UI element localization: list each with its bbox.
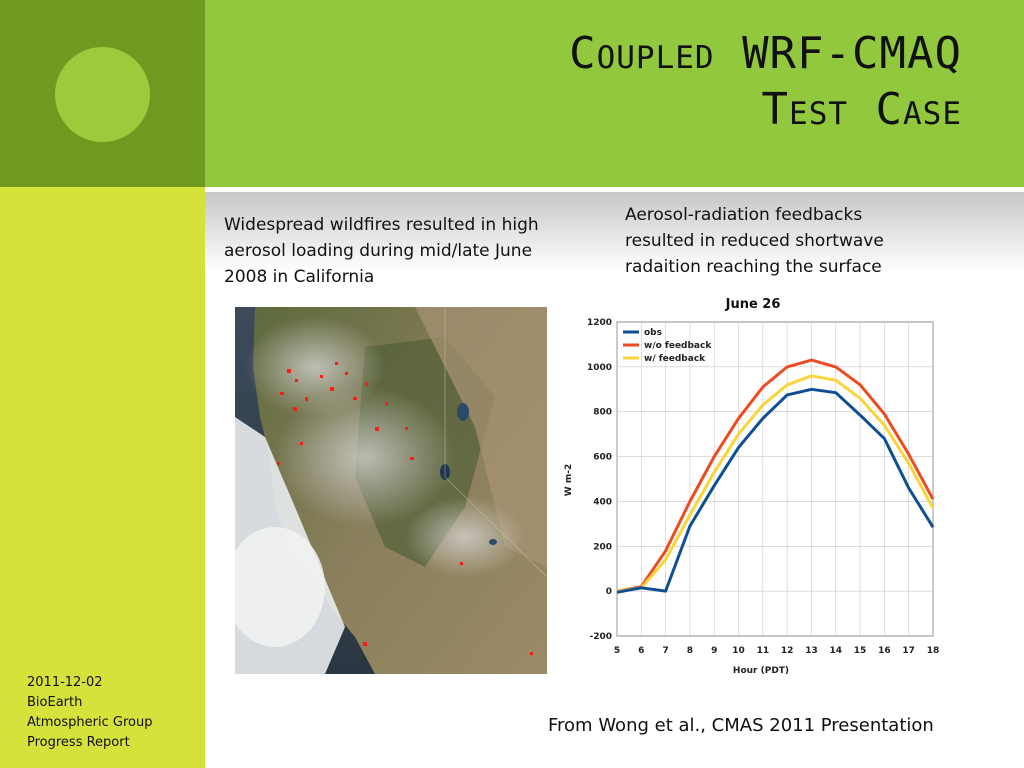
x-tick-label: 9 — [711, 646, 717, 656]
legend-label: obs — [644, 328, 662, 338]
y-tick-label: 1200 — [587, 318, 612, 328]
x-tick-labels: 5 6 7 8 9 10 11 12 13 14 15 16 17 18 — [614, 646, 939, 656]
footer-date: 2011-12-02 — [27, 675, 103, 690]
footer-group: Atmospheric Group — [27, 715, 153, 730]
y-tick-label: 800 — [593, 408, 612, 418]
y-tick-label: 600 — [593, 453, 612, 463]
footer-info: 2011-12-02 BioEarth Atmospheric Group Pr… — [27, 673, 152, 753]
legend-label: w/o feedback — [644, 341, 712, 351]
series-line-w-o-feedback — [616, 358, 935, 593]
x-tick-label: 13 — [805, 646, 818, 656]
x-tick-label: 11 — [757, 646, 770, 656]
x-tick-label: 18 — [927, 646, 940, 656]
chart-legend: obs w/o feedback w/ feedback — [623, 328, 712, 364]
x-tick-label: 16 — [878, 646, 891, 656]
slide-title-line-2: Test Case — [761, 84, 962, 135]
y-tick-label: 1000 — [587, 363, 612, 373]
x-tick-label: 8 — [687, 646, 693, 656]
x-tick-label: 10 — [732, 646, 745, 656]
gray-gradient-band — [205, 192, 1024, 272]
x-tick-label: 5 — [614, 646, 620, 656]
left-sidebar-band — [0, 187, 205, 768]
title-divider — [205, 187, 1024, 192]
title-band — [205, 0, 1024, 187]
chart-title: June 26 — [725, 297, 781, 312]
x-tick-label: 14 — [830, 646, 843, 656]
feedback-caption: Aerosol-radiation feedbacks resulted in … — [625, 205, 884, 277]
series-line-obs — [616, 387, 935, 594]
footer-project: BioEarth — [27, 695, 83, 710]
y-axis-label: W m-2 — [564, 464, 574, 496]
x-axis-label: Hour (PDT) — [733, 666, 789, 676]
series-lines — [616, 358, 935, 594]
legend-label: w/ feedback — [644, 354, 706, 364]
footer-report: Progress Report — [27, 735, 130, 750]
y-tick-label: 400 — [593, 497, 612, 507]
y-tick-label: 0 — [606, 587, 612, 597]
x-tick-label: 7 — [662, 646, 668, 656]
x-tick-label: 6 — [638, 646, 644, 656]
wildfire-caption: Widespread wildfires resulted in high ae… — [224, 215, 539, 287]
y-tick-label: -200 — [589, 632, 612, 642]
plot-area — [616, 321, 934, 637]
x-tick-label: 17 — [902, 646, 915, 656]
shortwave-radiation-chart: June 26 -200 0 200 400 600 800 1000 1200 5 6 7 8 9 1… — [564, 297, 939, 676]
slide-title-line-1: Coupled WRF-CMAQ — [569, 28, 962, 79]
california-satellite-image — [235, 307, 547, 674]
y-tick-label: 200 — [593, 542, 612, 552]
x-tick-label: 12 — [781, 646, 794, 656]
x-tick-label: 15 — [854, 646, 867, 656]
series-line-w-feedback — [616, 374, 935, 593]
y-tick-labels: -200 0 200 400 600 800 1000 1200 — [587, 318, 612, 642]
slide-title: Coupled WRF-CMAQ Test Case — [569, 26, 962, 138]
source-credit: From Wong et al., CMAS 2011 Presentation — [548, 715, 934, 736]
decorative-circle — [55, 47, 150, 142]
grid-lines — [616, 321, 934, 637]
